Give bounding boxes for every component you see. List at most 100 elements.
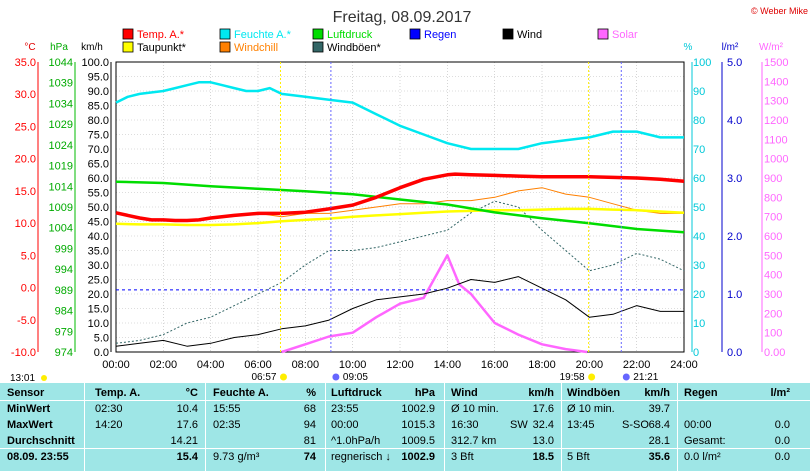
wind-tick: 60.0 bbox=[88, 173, 109, 185]
sun-moon-row: 13:01 06:57 09:05 19:58 21:21 bbox=[10, 62, 659, 383]
table-divider bbox=[84, 383, 85, 471]
solar-tick: 700 bbox=[764, 212, 782, 224]
pressure-tick: 1024 bbox=[49, 140, 73, 152]
gust-value: 68.4 bbox=[648, 419, 670, 431]
table-header: Wind bbox=[451, 387, 478, 399]
x-tick: 00:00 bbox=[102, 359, 130, 371]
pressure-time: ^1.0hPa/h bbox=[331, 435, 381, 447]
wind-tick: 5.0 bbox=[94, 333, 109, 345]
table-header: Luftdruck bbox=[331, 387, 382, 399]
temp-tick: 30.0 bbox=[15, 89, 36, 101]
x-tick: 08:00 bbox=[292, 359, 320, 371]
gust-time: Ø 10 min. bbox=[567, 403, 615, 415]
legend-swatch bbox=[122, 28, 134, 40]
rain-tick: 1.0 bbox=[727, 289, 742, 301]
temp-value: 17.6 bbox=[176, 419, 198, 431]
solar-tick: 400 bbox=[764, 270, 782, 282]
weather-chart: Freitag, 08.09.2017 © Weber Mike Temp. A… bbox=[10, 6, 808, 383]
wind-time: Ø 10 min. bbox=[451, 403, 499, 415]
table-header: hPa bbox=[414, 387, 435, 399]
wind-value: 13.0 bbox=[532, 435, 554, 447]
table-header: °C bbox=[185, 387, 198, 399]
humidity-time: 02:35 bbox=[213, 419, 241, 431]
humidity-value: 74 bbox=[303, 451, 316, 463]
moonrise-icon bbox=[332, 373, 340, 381]
legend-swatch bbox=[409, 28, 421, 40]
humidity-value: 68 bbox=[303, 403, 316, 415]
pressure-tick: 989 bbox=[55, 285, 73, 297]
pressure-tick: 1009 bbox=[49, 202, 73, 214]
moonset-time: 21:21 bbox=[633, 372, 658, 383]
moon-icon bbox=[41, 375, 47, 381]
gust-time: 5 Bft bbox=[567, 451, 590, 463]
gust-value: 39.7 bbox=[648, 403, 670, 415]
pressure-tick: 979 bbox=[55, 326, 73, 338]
x-tick: 02:00 bbox=[150, 359, 178, 371]
pressure-tick: 1019 bbox=[49, 161, 73, 173]
humidity-time: 9.73 g/m³ bbox=[213, 451, 260, 463]
solar-tick: 500 bbox=[764, 250, 782, 262]
humidity-value: 81 bbox=[303, 435, 316, 447]
wind-tick: 65.0 bbox=[88, 159, 109, 171]
rain-unit: l/m² bbox=[722, 42, 739, 53]
axis-ticks: 35.0 30.0 25.0 20.0 15.0 10.0 5.0 0.0 -5.0 -10.0 1… bbox=[11, 57, 789, 371]
x-tick: 12:00 bbox=[386, 359, 414, 371]
table-divider bbox=[561, 383, 562, 471]
legend-swatch bbox=[219, 41, 231, 53]
humidity-tick: 90 bbox=[693, 86, 705, 98]
temp-value: 15.4 bbox=[176, 451, 198, 463]
wind-tick: 0.0 bbox=[94, 347, 109, 359]
wind-tick: 10.0 bbox=[88, 318, 109, 330]
wind-tick: 30.0 bbox=[88, 260, 109, 272]
humidity-tick: 50 bbox=[693, 202, 705, 214]
temp-tick: 25.0 bbox=[15, 121, 36, 133]
wind-tick: 95.0 bbox=[88, 72, 109, 84]
temp-tick: -5.0 bbox=[17, 315, 36, 327]
legend-swatch bbox=[597, 28, 609, 40]
temp-tick: -10.0 bbox=[11, 347, 36, 359]
statistics-table: Sensor Temp. A. °C Feuchte A.% Luftdruck hPa W… bbox=[0, 383, 810, 471]
table-header: Feuchte A. bbox=[213, 387, 269, 399]
solar-tick: 800 bbox=[764, 192, 782, 204]
pressure-tick: 1039 bbox=[49, 78, 73, 90]
legend-label: Windchill bbox=[234, 42, 278, 54]
table-header: Windböen bbox=[567, 387, 621, 399]
legend-label: Regen bbox=[424, 29, 456, 41]
solar-tick: 1500 bbox=[764, 57, 788, 69]
pressure-time: regnerisch ↓ bbox=[331, 451, 391, 463]
plot-frame bbox=[115, 61, 685, 353]
wind-time: 3 Bft bbox=[451, 451, 474, 463]
pressure-value: 1002.9 bbox=[401, 403, 435, 415]
humidity-tick: 0 bbox=[693, 347, 699, 359]
rain-tick: 5.0 bbox=[727, 57, 742, 69]
rain-tick: 4.0 bbox=[727, 115, 742, 127]
solar-tick: 100 bbox=[764, 328, 782, 340]
rain-value: 0.0 bbox=[774, 419, 790, 431]
row-label: MaxWert bbox=[7, 419, 53, 431]
gust-time: 13:45 bbox=[567, 419, 595, 431]
plot-area bbox=[115, 81, 685, 354]
x-tick: 10:00 bbox=[339, 359, 367, 371]
wind-tick: 75.0 bbox=[88, 130, 109, 142]
rain-time: 0.0 l/m² bbox=[684, 451, 721, 463]
wind-tick: 45.0 bbox=[88, 217, 109, 229]
wind-value: 32.4 bbox=[532, 419, 554, 431]
table-header: km/h bbox=[644, 387, 670, 399]
rain-time: Gesamt: bbox=[684, 435, 726, 447]
temp-tick: 15.0 bbox=[15, 186, 36, 198]
legend: Temp. A.* Feuchte A.* Luftdruck Regen Wind So… bbox=[122, 28, 638, 54]
sunset-time: 19:58 bbox=[560, 372, 585, 383]
pressure-value: 1009.5 bbox=[401, 435, 435, 447]
legend-swatch bbox=[502, 28, 514, 40]
humidity-tick: 100 bbox=[693, 57, 711, 69]
temp-value: 14.21 bbox=[170, 435, 198, 447]
x-tick: 24:00 bbox=[670, 359, 698, 371]
x-tick: 16:00 bbox=[481, 359, 509, 371]
solar-tick: 1000 bbox=[764, 154, 788, 166]
humidity-tick: 60 bbox=[693, 173, 705, 185]
x-tick: 06:00 bbox=[244, 359, 272, 371]
humidity-tick: 30 bbox=[693, 260, 705, 272]
wind-value: 18.5 bbox=[532, 451, 554, 463]
rain-value: 0.0 bbox=[774, 435, 790, 447]
gust-value: 35.6 bbox=[648, 451, 670, 463]
